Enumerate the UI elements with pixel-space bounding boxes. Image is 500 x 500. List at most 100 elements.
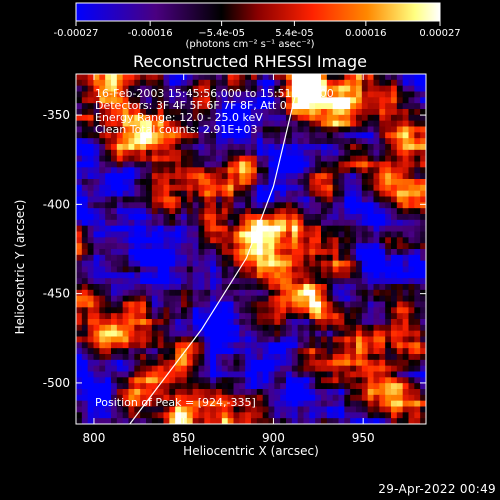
heatmap-cell [210, 406, 217, 413]
heatmap-cell [181, 109, 188, 116]
heatmap-cell [140, 354, 147, 361]
heatmap-cell [326, 103, 334, 110]
heatmap-cell [134, 295, 141, 302]
heatmap-cell [297, 144, 304, 151]
heatmap-cell [379, 330, 386, 337]
heatmap-cell [186, 371, 194, 378]
heatmap-cell [192, 97, 199, 104]
heatmap-cell [326, 324, 334, 332]
heatmap-cell [420, 359, 426, 367]
heatmap-cell [262, 97, 269, 104]
heatmap-cell [391, 278, 398, 285]
heatmap-cell [361, 208, 369, 215]
heatmap-cell [134, 400, 141, 407]
heatmap-cell [245, 324, 252, 332]
heatmap-cell [291, 184, 299, 192]
heatmap-cell [169, 354, 176, 361]
heatmap-cell [134, 383, 141, 390]
heatmap-cell [321, 214, 328, 221]
heatmap-cell [315, 231, 322, 238]
heatmap-cell [87, 138, 94, 145]
heatmap-cell [420, 109, 426, 116]
heatmap-cell [274, 365, 281, 372]
heatmap-cell [326, 336, 334, 343]
heatmap-cell [216, 202, 223, 209]
heatmap-cell [420, 336, 426, 343]
heatmap-cell [385, 237, 392, 244]
heatmap-cell [408, 120, 415, 127]
heatmap-cell [186, 412, 194, 419]
heatmap-cell [140, 412, 147, 419]
heatmap-cell [76, 313, 83, 320]
heatmap-cell [268, 144, 275, 151]
heatmap-cell [274, 249, 281, 256]
heatmap-cell [122, 324, 129, 332]
heatmap-cell [192, 313, 199, 320]
heatmap-cell [420, 243, 426, 250]
heatmap-cell [303, 184, 310, 192]
heatmap-cell [76, 126, 83, 133]
heatmap-cell [87, 394, 94, 402]
heatmap-cell [198, 371, 205, 378]
heatmap-cell [175, 284, 182, 291]
heatmap-cell [175, 406, 182, 413]
heatmap-cell [204, 97, 211, 104]
heatmap-cell [280, 97, 287, 104]
heatmap-cell [157, 284, 164, 291]
heatmap-cell [76, 389, 83, 396]
heatmap-cell [221, 243, 229, 250]
heatmap-cell [268, 266, 275, 273]
heatmap-cell [122, 313, 129, 320]
heatmap-cell [216, 394, 223, 402]
heatmap-cell [146, 196, 153, 203]
heatmap-cell [140, 173, 147, 180]
heatmap-cell [151, 161, 159, 168]
heatmap-cell [332, 272, 339, 279]
heatmap-cell [326, 301, 334, 308]
heatmap-cell [268, 196, 275, 203]
heatmap-cell [251, 161, 258, 168]
heatmap-cell [309, 400, 316, 407]
heatmap-cell [344, 394, 351, 402]
heatmap-cell [256, 184, 264, 192]
heatmap-cell [332, 348, 339, 355]
heatmap-cell [140, 219, 147, 227]
heatmap-cell [227, 225, 234, 232]
heatmap-cell [198, 149, 205, 157]
heatmap-cell [414, 103, 421, 110]
heatmap-cell [157, 202, 164, 209]
heatmap-cell [286, 109, 293, 116]
heatmap-cell [233, 126, 240, 133]
heatmap-cell [297, 307, 304, 314]
heatmap-cell [157, 249, 164, 256]
heatmap-cell [186, 144, 194, 151]
heatmap-cell [151, 237, 159, 244]
heatmap-cell [356, 313, 363, 320]
heatmap-cell [221, 149, 229, 157]
heatmap-cell [204, 237, 211, 244]
heatmap-cell [198, 254, 205, 262]
heatmap-cell [350, 167, 357, 174]
heatmap-cell [361, 278, 369, 285]
heatmap-cell [344, 249, 351, 256]
heatmap-cell [239, 74, 246, 81]
heatmap-cell [169, 383, 176, 390]
heatmap-cell [356, 173, 363, 180]
heatmap-cell [210, 394, 217, 402]
heatmap-cell [315, 126, 322, 133]
heatmap-cell [251, 394, 258, 402]
heatmap-cell [210, 354, 217, 361]
heatmap-cell [111, 319, 118, 326]
heatmap-cell [140, 214, 147, 221]
heatmap-cell [198, 231, 205, 238]
heatmap-cell [402, 330, 409, 337]
heatmap-cell [361, 161, 369, 168]
heatmap-cell [169, 307, 176, 314]
heatmap-cell [373, 161, 380, 168]
heatmap-cell [216, 319, 223, 326]
heatmap-cell [297, 155, 304, 162]
heatmap-cell [286, 406, 293, 413]
heatmap-cell [315, 85, 322, 92]
heatmap-cell [204, 394, 211, 402]
